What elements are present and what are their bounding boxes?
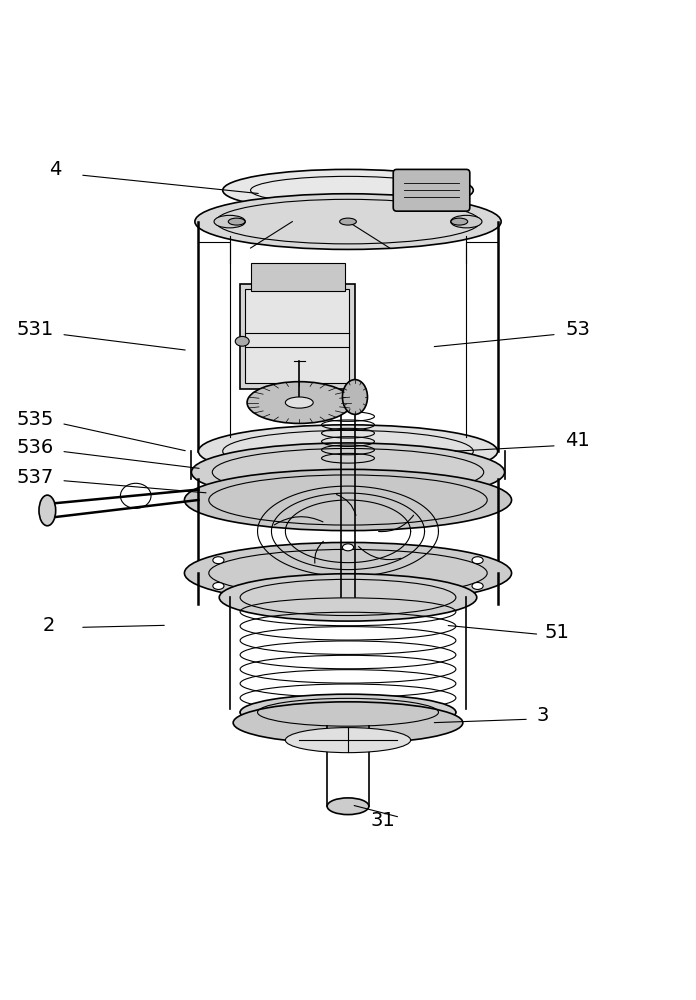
Ellipse shape xyxy=(472,557,483,564)
Ellipse shape xyxy=(195,194,501,249)
Text: 53: 53 xyxy=(565,320,590,339)
Text: 4: 4 xyxy=(49,160,62,179)
Ellipse shape xyxy=(340,218,356,225)
Text: 2: 2 xyxy=(42,616,55,635)
Text: 531: 531 xyxy=(16,320,54,339)
Ellipse shape xyxy=(235,336,249,346)
Ellipse shape xyxy=(451,218,468,225)
Ellipse shape xyxy=(342,595,354,602)
Ellipse shape xyxy=(184,542,512,604)
FancyBboxPatch shape xyxy=(393,169,470,211)
Ellipse shape xyxy=(327,798,369,815)
Text: 3: 3 xyxy=(537,706,549,725)
Ellipse shape xyxy=(213,557,224,564)
Text: 31: 31 xyxy=(370,811,395,830)
Text: 41: 41 xyxy=(565,431,590,450)
Ellipse shape xyxy=(191,443,505,501)
Text: 537: 537 xyxy=(16,468,54,487)
Text: 536: 536 xyxy=(16,438,54,457)
Ellipse shape xyxy=(342,544,354,551)
Ellipse shape xyxy=(285,728,411,753)
Ellipse shape xyxy=(472,582,483,589)
Ellipse shape xyxy=(213,582,224,589)
Ellipse shape xyxy=(219,574,477,621)
Text: 51: 51 xyxy=(544,623,569,642)
Text: 535: 535 xyxy=(16,410,54,429)
Bar xyxy=(240,284,355,389)
Ellipse shape xyxy=(240,694,456,730)
Ellipse shape xyxy=(184,469,512,531)
Ellipse shape xyxy=(285,397,313,408)
Ellipse shape xyxy=(451,215,482,228)
Ellipse shape xyxy=(247,382,351,423)
Ellipse shape xyxy=(198,425,498,478)
Ellipse shape xyxy=(214,215,245,228)
Bar xyxy=(245,289,349,383)
Ellipse shape xyxy=(228,218,245,225)
Ellipse shape xyxy=(342,380,367,414)
Ellipse shape xyxy=(233,702,463,744)
Bar xyxy=(251,263,345,291)
Ellipse shape xyxy=(223,169,473,211)
Ellipse shape xyxy=(39,495,56,526)
